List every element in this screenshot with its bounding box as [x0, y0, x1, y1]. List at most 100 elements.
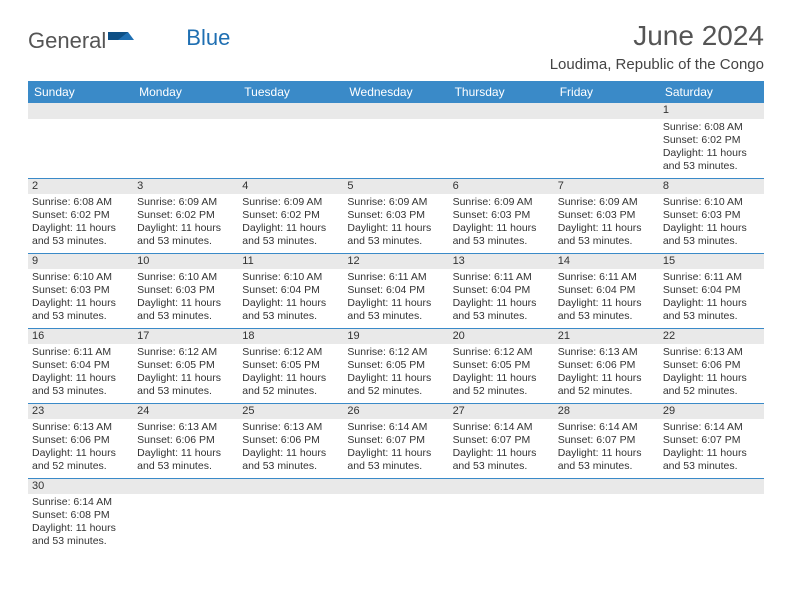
- daylight-text: Daylight: 11 hours: [137, 372, 234, 385]
- day-number-cell: 29: [659, 403, 764, 419]
- day-number-cell: [554, 478, 659, 494]
- sunset-text: Sunset: 6:06 PM: [242, 434, 339, 447]
- daylight-text: Daylight: 11 hours: [558, 372, 655, 385]
- daylight-text: Daylight: 11 hours: [347, 222, 444, 235]
- sunrise-text: Sunrise: 6:09 AM: [242, 196, 339, 209]
- sunset-text: Sunset: 6:04 PM: [242, 284, 339, 297]
- day-content-cell: Sunrise: 6:09 AMSunset: 6:02 PMDaylight:…: [238, 194, 343, 253]
- day-number-row: 1: [28, 103, 764, 119]
- daylight-text: and 53 minutes.: [453, 235, 550, 248]
- sunrise-text: Sunrise: 6:10 AM: [137, 271, 234, 284]
- daylight-text: Daylight: 11 hours: [32, 522, 129, 535]
- logo-text-general: General: [28, 28, 106, 54]
- sunset-text: Sunset: 6:03 PM: [453, 209, 550, 222]
- daylight-text: Daylight: 11 hours: [663, 297, 760, 310]
- day-number-cell: [133, 478, 238, 494]
- sunset-text: Sunset: 6:07 PM: [453, 434, 550, 447]
- day-content-cell: [238, 119, 343, 178]
- day-number-cell: 17: [133, 328, 238, 344]
- day-content-cell: Sunrise: 6:13 AMSunset: 6:06 PMDaylight:…: [554, 344, 659, 403]
- day-number-cell: 3: [133, 178, 238, 194]
- sunrise-text: Sunrise: 6:13 AM: [663, 346, 760, 359]
- day-content-row: Sunrise: 6:11 AMSunset: 6:04 PMDaylight:…: [28, 344, 764, 403]
- title-block: June 2024 Loudima, Republic of the Congo: [550, 20, 764, 73]
- sunset-text: Sunset: 6:03 PM: [558, 209, 655, 222]
- logo-text-blue: Blue: [186, 25, 230, 51]
- day-number-cell: [343, 103, 448, 119]
- day-content-cell: Sunrise: 6:11 AMSunset: 6:04 PMDaylight:…: [659, 269, 764, 328]
- day-number-cell: 23: [28, 403, 133, 419]
- sunset-text: Sunset: 6:07 PM: [558, 434, 655, 447]
- weekday-header: Tuesday: [238, 81, 343, 103]
- sunrise-text: Sunrise: 6:13 AM: [242, 421, 339, 434]
- daylight-text: and 53 minutes.: [137, 385, 234, 398]
- daylight-text: Daylight: 11 hours: [242, 297, 339, 310]
- day-content-cell: Sunrise: 6:14 AMSunset: 6:08 PMDaylight:…: [28, 494, 133, 553]
- sunrise-text: Sunrise: 6:09 AM: [558, 196, 655, 209]
- sunset-text: Sunset: 6:07 PM: [347, 434, 444, 447]
- daylight-text: Daylight: 11 hours: [453, 297, 550, 310]
- day-number-cell: 28: [554, 403, 659, 419]
- daylight-text: and 53 minutes.: [347, 235, 444, 248]
- daylight-text: and 53 minutes.: [32, 385, 129, 398]
- weekday-header: Sunday: [28, 81, 133, 103]
- daylight-text: and 53 minutes.: [663, 460, 760, 473]
- day-number-cell: [554, 103, 659, 119]
- calendar-table: Sunday Monday Tuesday Wednesday Thursday…: [28, 81, 764, 553]
- daylight-text: Daylight: 11 hours: [32, 222, 129, 235]
- sunrise-text: Sunrise: 6:12 AM: [347, 346, 444, 359]
- day-number-row: 16171819202122: [28, 328, 764, 344]
- weekday-header: Saturday: [659, 81, 764, 103]
- day-content-cell: [449, 494, 554, 553]
- sunset-text: Sunset: 6:07 PM: [663, 434, 760, 447]
- day-number-row: 23242526272829: [28, 403, 764, 419]
- daylight-text: and 52 minutes.: [558, 385, 655, 398]
- daylight-text: and 52 minutes.: [663, 385, 760, 398]
- day-content-cell: Sunrise: 6:14 AMSunset: 6:07 PMDaylight:…: [554, 419, 659, 478]
- daylight-text: and 53 minutes.: [558, 310, 655, 323]
- daylight-text: and 52 minutes.: [242, 385, 339, 398]
- sunset-text: Sunset: 6:04 PM: [558, 284, 655, 297]
- day-number-cell: 8: [659, 178, 764, 194]
- sunset-text: Sunset: 6:03 PM: [32, 284, 129, 297]
- daylight-text: Daylight: 11 hours: [453, 372, 550, 385]
- daylight-text: and 53 minutes.: [558, 235, 655, 248]
- day-number-cell: [659, 478, 764, 494]
- day-number-cell: [343, 478, 448, 494]
- sunset-text: Sunset: 6:06 PM: [32, 434, 129, 447]
- month-title: June 2024: [550, 20, 764, 52]
- sunset-text: Sunset: 6:02 PM: [663, 134, 760, 147]
- day-number-cell: [238, 103, 343, 119]
- day-content-row: Sunrise: 6:10 AMSunset: 6:03 PMDaylight:…: [28, 269, 764, 328]
- sunrise-text: Sunrise: 6:10 AM: [32, 271, 129, 284]
- day-content-cell: [28, 119, 133, 178]
- sunrise-text: Sunrise: 6:14 AM: [663, 421, 760, 434]
- day-number-cell: 4: [238, 178, 343, 194]
- day-number-cell: 26: [343, 403, 448, 419]
- daylight-text: Daylight: 11 hours: [663, 372, 760, 385]
- daylight-text: and 53 minutes.: [453, 460, 550, 473]
- day-number-cell: [28, 103, 133, 119]
- day-content-cell: Sunrise: 6:14 AMSunset: 6:07 PMDaylight:…: [343, 419, 448, 478]
- sunset-text: Sunset: 6:05 PM: [242, 359, 339, 372]
- sunset-text: Sunset: 6:02 PM: [242, 209, 339, 222]
- daylight-text: Daylight: 11 hours: [663, 222, 760, 235]
- daylight-text: Daylight: 11 hours: [453, 447, 550, 460]
- day-number-cell: [449, 478, 554, 494]
- day-number-row: 30: [28, 478, 764, 494]
- sunset-text: Sunset: 6:02 PM: [32, 209, 129, 222]
- day-content-cell: Sunrise: 6:12 AMSunset: 6:05 PMDaylight:…: [449, 344, 554, 403]
- sunset-text: Sunset: 6:02 PM: [137, 209, 234, 222]
- sunrise-text: Sunrise: 6:13 AM: [32, 421, 129, 434]
- sunset-text: Sunset: 6:03 PM: [137, 284, 234, 297]
- day-content-cell: Sunrise: 6:09 AMSunset: 6:03 PMDaylight:…: [449, 194, 554, 253]
- day-number-cell: 9: [28, 253, 133, 269]
- daylight-text: Daylight: 11 hours: [242, 222, 339, 235]
- day-number-row: 9101112131415: [28, 253, 764, 269]
- day-content-cell: Sunrise: 6:10 AMSunset: 6:03 PMDaylight:…: [659, 194, 764, 253]
- weekday-header-row: Sunday Monday Tuesday Wednesday Thursday…: [28, 81, 764, 103]
- day-content-row: Sunrise: 6:14 AMSunset: 6:08 PMDaylight:…: [28, 494, 764, 553]
- day-content-cell: Sunrise: 6:09 AMSunset: 6:02 PMDaylight:…: [133, 194, 238, 253]
- day-number-cell: 22: [659, 328, 764, 344]
- sunset-text: Sunset: 6:05 PM: [137, 359, 234, 372]
